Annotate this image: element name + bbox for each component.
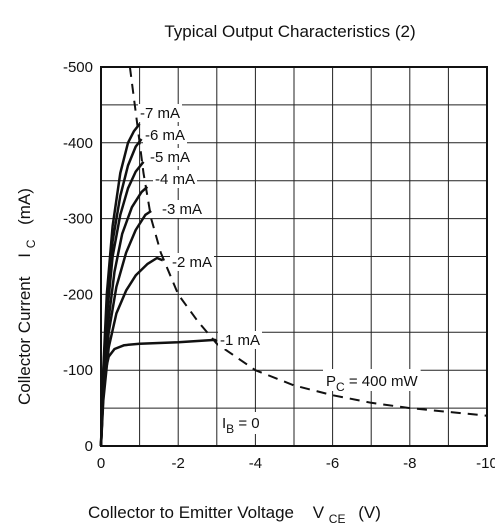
power-curve-label-bg <box>323 369 421 391</box>
curve-label: -3 mA <box>162 201 202 218</box>
ib-zero-label-symbol: I <box>222 415 226 432</box>
series-line <box>99 185 149 447</box>
y-tick-label: -400 <box>63 135 93 152</box>
series-line <box>99 138 143 447</box>
x-axis-label-unit: (V) <box>358 503 381 522</box>
ib-zero-label-bg <box>219 412 263 434</box>
plot-frame <box>100 66 488 447</box>
curve-label-bg <box>218 331 263 349</box>
y-axis-label-symbol: I <box>15 253 34 258</box>
ib-zero-label-sub: B <box>226 422 234 436</box>
curve-label-bg <box>153 170 198 188</box>
curve-label-bg <box>148 148 193 166</box>
ib-zero-label-value: = 0 <box>234 415 259 432</box>
y-tick-label: -300 <box>63 211 93 228</box>
series-line <box>99 123 141 447</box>
curve-label: -4 mA <box>155 171 195 188</box>
curve-label-bg <box>138 104 183 122</box>
curve-label-bg <box>143 126 188 144</box>
curve-label: -7 mA <box>140 105 180 122</box>
x-tick-label: 0 <box>97 455 105 472</box>
curve-label: -1 mA <box>220 332 260 349</box>
x-tick-label: -8 <box>403 455 416 472</box>
curve-label: -6 mA <box>145 127 185 144</box>
series-line <box>99 338 218 447</box>
tick-labels: 0 -2 -4 -6 -8 -100-100-200-300-400-500 <box>63 59 495 472</box>
series-line <box>99 161 145 447</box>
chart-title: Typical Output Characteristics (2) <box>164 22 415 41</box>
x-tick-label: -2 <box>172 455 185 472</box>
y-axis-label-sub: C <box>24 239 38 248</box>
power-curve-label-sub: C <box>336 380 345 394</box>
curve-label: -5 mA <box>150 149 190 166</box>
x-axis-label-symbol: V <box>313 503 325 522</box>
y-axis-label-unit: (mA) <box>15 188 34 225</box>
y-tick-label: -100 <box>63 362 93 379</box>
curve-label: -2 mA <box>172 254 212 271</box>
grid <box>101 67 487 446</box>
y-axis-label-main: Collector Current <box>15 276 34 405</box>
curve-label-bg <box>160 200 205 218</box>
x-tick-label: -10 <box>476 455 495 472</box>
series-line <box>99 209 152 447</box>
x-tick-label: -4 <box>249 455 262 472</box>
curve-labels: -7 mA -6 mA -5 mA -4 mA -3 mA -2 mA -1 mA PC = … <box>138 104 421 436</box>
ib-zero-label: IB = 0 <box>222 415 260 436</box>
power-curve-label-value: = 400 mW <box>345 373 419 390</box>
x-axis-label: Collector to Emitter Voltage V CE (V) <box>88 503 381 527</box>
y-axis-label: Collector Current I C (mA) <box>15 188 39 405</box>
x-axis-label-main: Collector to Emitter Voltage <box>88 503 294 522</box>
power-curve-label-symbol: P <box>326 373 336 390</box>
power-curve-label: PC = 400 mW <box>326 373 418 394</box>
power-dissipation-curve <box>128 66 488 417</box>
x-axis-label-sub: CE <box>329 512 346 526</box>
y-tick-label: -500 <box>63 59 93 76</box>
x-tick-label: -6 <box>326 455 339 472</box>
curves <box>99 66 488 447</box>
y-tick-label: 0 <box>85 438 93 455</box>
curve-label-bg <box>170 253 215 271</box>
y-tick-label: -200 <box>63 286 93 303</box>
